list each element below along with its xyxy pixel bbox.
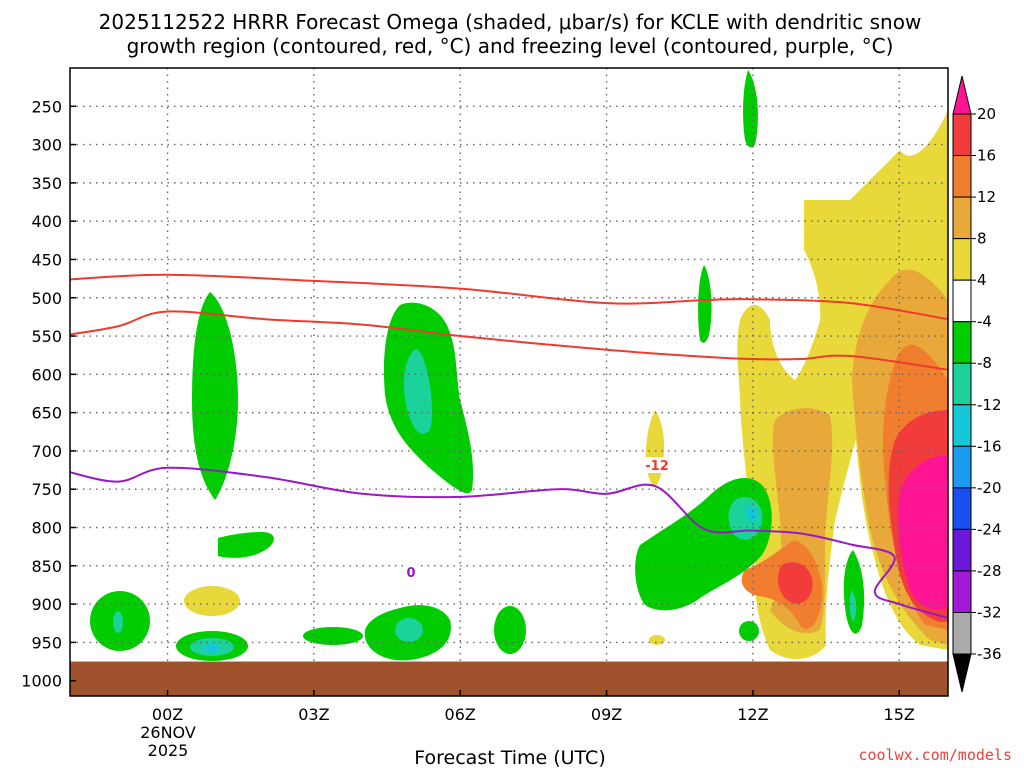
y-tick-label-500: 500 <box>31 289 62 308</box>
colorbar-label-12: -32 <box>977 603 1002 621</box>
colorbar-label-9: -20 <box>977 479 1002 497</box>
x-tick-label-06Z: 06Z <box>445 705 476 724</box>
colorbar-swatch-13 <box>952 611 972 655</box>
colorbar-label-6: -8 <box>977 354 992 372</box>
omega-green-blob-07z-low <box>494 606 526 654</box>
colorbar-swatch-3 <box>952 196 972 240</box>
y-tick-label-750: 750 <box>31 480 62 499</box>
colorbar-swatch-9 <box>952 445 972 489</box>
colorbar-swatch-10 <box>952 487 972 530</box>
colorbar-label-10: -24 <box>977 520 1002 538</box>
omega-green-blob-11z <box>698 265 712 343</box>
x-axis-title: Forecast Time (UTC) <box>414 747 605 768</box>
chart-title-line-2: growth region (contoured, red, °C) and f… <box>127 34 894 58</box>
x-tick-label-12Z: 12Z <box>737 705 768 724</box>
colorbar-swatch-1 <box>952 113 972 157</box>
colorbar-label-5: -4 <box>977 313 992 331</box>
omega-yellow-blob-01z-low <box>184 586 240 616</box>
colorbar: 20 16 12 8 4 -4 -8 -12 -16 -20 -24 -28 -32 -36 <box>952 75 1002 693</box>
colorbar-swatch-11 <box>952 528 972 572</box>
ground-surface <box>70 661 948 696</box>
y-tick-label-1000: 1000 <box>21 672 62 691</box>
dgz-top-contour <box>70 273 948 321</box>
y-tick-label-950: 950 <box>31 633 62 652</box>
omega-green-blob-0130z <box>218 532 274 558</box>
x-tick-label-09Z: 09Z <box>591 705 622 724</box>
omega-green-blob-0330z <box>303 627 363 645</box>
colorbar-swatch-8 <box>952 404 972 447</box>
omega-cyan-core-01z-low <box>204 643 220 653</box>
colorbar-swatch-4 <box>952 238 972 281</box>
y-tick-label-350: 350 <box>31 174 62 193</box>
colorbar-label-11: -28 <box>977 562 1002 580</box>
y-tick-label-450: 450 <box>31 250 62 269</box>
x-tick-label-03Z: 03Z <box>298 705 329 724</box>
omega-magenta-region-right <box>898 455 948 610</box>
colorbar-label-4: 4 <box>977 271 987 289</box>
omega-red-region-lowmid <box>778 562 813 604</box>
colorbar-label-1: 16 <box>977 147 996 165</box>
omega-green-blob-14z <box>843 550 865 634</box>
colorbar-label-0: 20 <box>977 105 996 123</box>
y-axis-ticks: 250 300 350 400 450 500 550 600 650 700 750 800 850 9… <box>21 97 76 691</box>
omega-teal-core-14z <box>849 590 857 622</box>
y-tick-label-400: 400 <box>31 212 62 231</box>
colorbar-label-8: -16 <box>977 437 1002 455</box>
colorbar-label-2: 12 <box>977 188 996 206</box>
x-date-label: 26NOV <box>140 723 196 742</box>
x-tick-label-15Z: 15Z <box>884 705 915 724</box>
y-tick-label-700: 700 <box>31 442 62 461</box>
omega-green-blob-12z-top <box>743 70 758 148</box>
shaded-omega-field <box>90 70 948 661</box>
plot-frame <box>69 67 949 697</box>
omega-teal-core-05z-low <box>395 618 423 642</box>
omega-yellow-blob-10z-low <box>649 635 665 645</box>
colorbar-swatch-12 <box>952 570 972 613</box>
omega-green-blob-12z-low <box>739 621 759 641</box>
omega-cyan-core-12z <box>745 506 759 522</box>
freezing-label-background <box>404 564 418 580</box>
grid-lines <box>70 68 948 662</box>
chart-title-line-1: 2025112522 HRRR Forecast Omega (shaded, … <box>99 10 922 34</box>
freezing-level-contour <box>70 466 948 619</box>
omega-green-column-01z <box>192 292 238 500</box>
colorbar-swatch-top <box>952 75 972 115</box>
colorbar-swatch-7 <box>952 362 972 406</box>
dgz-contour-label: -12 <box>645 459 669 474</box>
y-tick-label-650: 650 <box>31 404 62 423</box>
credit-text: coolwx.com/models <box>858 746 1012 764</box>
y-tick-label-900: 900 <box>31 595 62 614</box>
dgz-bottom-contour <box>70 310 948 371</box>
colorbar-swatch-5 <box>952 279 972 323</box>
y-tick-label-550: 550 <box>31 327 62 346</box>
freezing-contour-label: 0 <box>406 566 415 581</box>
y-tick-label-850: 850 <box>31 557 62 576</box>
y-tick-label-250: 250 <box>31 97 62 116</box>
x-tick-label-00Z: 00Z <box>152 705 183 724</box>
x-year-label: 2025 <box>148 741 189 760</box>
x-axis-ticks: 00Z 03Z 06Z 09Z 12Z 15Z <box>152 690 915 724</box>
colorbar-label-13: -36 <box>977 645 1002 663</box>
colorbar-label-3: 8 <box>977 230 987 248</box>
colorbar-label-7: -12 <box>977 396 1002 414</box>
omega-teal-core-2300z <box>113 611 123 633</box>
colorbar-swatch-6 <box>952 321 972 364</box>
y-tick-label-600: 600 <box>31 365 62 384</box>
colorbar-swatch-2 <box>952 155 972 198</box>
dgz-label-background <box>642 457 672 473</box>
y-tick-label-300: 300 <box>31 136 62 155</box>
y-tick-label-800: 800 <box>31 519 62 538</box>
colorbar-swatch-bottom <box>952 653 972 693</box>
omega-teal-core-05z <box>403 349 433 434</box>
